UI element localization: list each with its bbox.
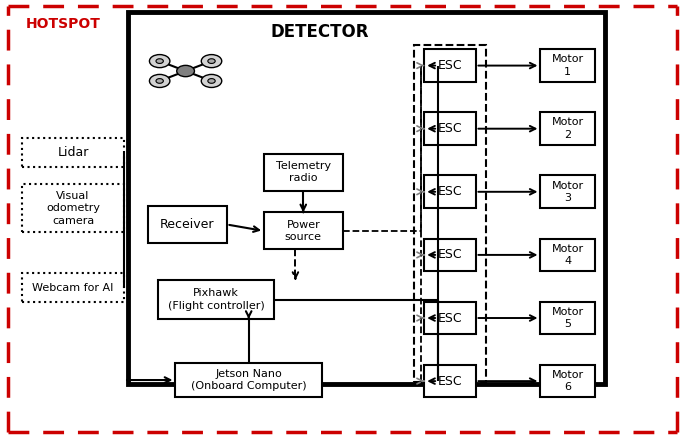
Bar: [540, 49, 595, 82]
Bar: [425, 302, 475, 334]
Text: ESC: ESC: [438, 311, 462, 325]
Text: Motor
1: Motor 1: [551, 54, 584, 77]
Circle shape: [208, 59, 215, 64]
Bar: [540, 176, 595, 208]
Text: Power
source: Power source: [285, 220, 322, 242]
Circle shape: [201, 55, 222, 67]
Circle shape: [149, 74, 170, 88]
Bar: [264, 212, 342, 250]
Circle shape: [208, 78, 215, 83]
Bar: [540, 113, 595, 145]
Bar: [540, 302, 595, 334]
Bar: [540, 365, 595, 397]
Bar: [425, 365, 475, 397]
Bar: [264, 154, 342, 191]
Circle shape: [177, 65, 195, 77]
Circle shape: [201, 74, 222, 88]
Bar: [425, 113, 475, 145]
Text: ESC: ESC: [438, 122, 462, 135]
Text: Visual
odometry
camera: Visual odometry camera: [46, 191, 100, 226]
Text: Motor
5: Motor 5: [551, 307, 584, 329]
Bar: [425, 239, 475, 271]
Text: HOTSPOT: HOTSPOT: [25, 18, 100, 32]
Text: Receiver: Receiver: [160, 218, 214, 231]
Bar: [414, 45, 486, 382]
Text: ESC: ESC: [438, 248, 462, 261]
Circle shape: [149, 55, 170, 67]
Bar: [22, 138, 124, 167]
Bar: [127, 12, 605, 385]
Text: Pixhawk
(Flight controller): Pixhawk (Flight controller): [168, 288, 264, 311]
Text: DETECTOR: DETECTOR: [271, 23, 369, 41]
Text: Jetson Nano
(Onboard Computer): Jetson Nano (Onboard Computer): [191, 369, 306, 391]
Text: Motor
2: Motor 2: [551, 117, 584, 140]
Bar: [175, 363, 322, 397]
Text: Motor
4: Motor 4: [551, 244, 584, 266]
Bar: [22, 184, 124, 232]
Text: ESC: ESC: [438, 185, 462, 198]
Text: Motor
3: Motor 3: [551, 180, 584, 203]
Text: ESC: ESC: [438, 59, 462, 72]
Text: Telemetry
radio: Telemetry radio: [275, 161, 331, 184]
Text: ESC: ESC: [438, 374, 462, 388]
Text: Webcam for AI: Webcam for AI: [32, 283, 114, 293]
Text: Motor
6: Motor 6: [551, 370, 584, 392]
Circle shape: [156, 59, 163, 64]
Bar: [148, 206, 227, 243]
Bar: [158, 280, 274, 319]
Bar: [425, 176, 475, 208]
Circle shape: [156, 78, 163, 83]
Bar: [22, 273, 124, 302]
Bar: [425, 49, 475, 82]
Bar: [540, 239, 595, 271]
Text: Lidar: Lidar: [58, 146, 89, 159]
